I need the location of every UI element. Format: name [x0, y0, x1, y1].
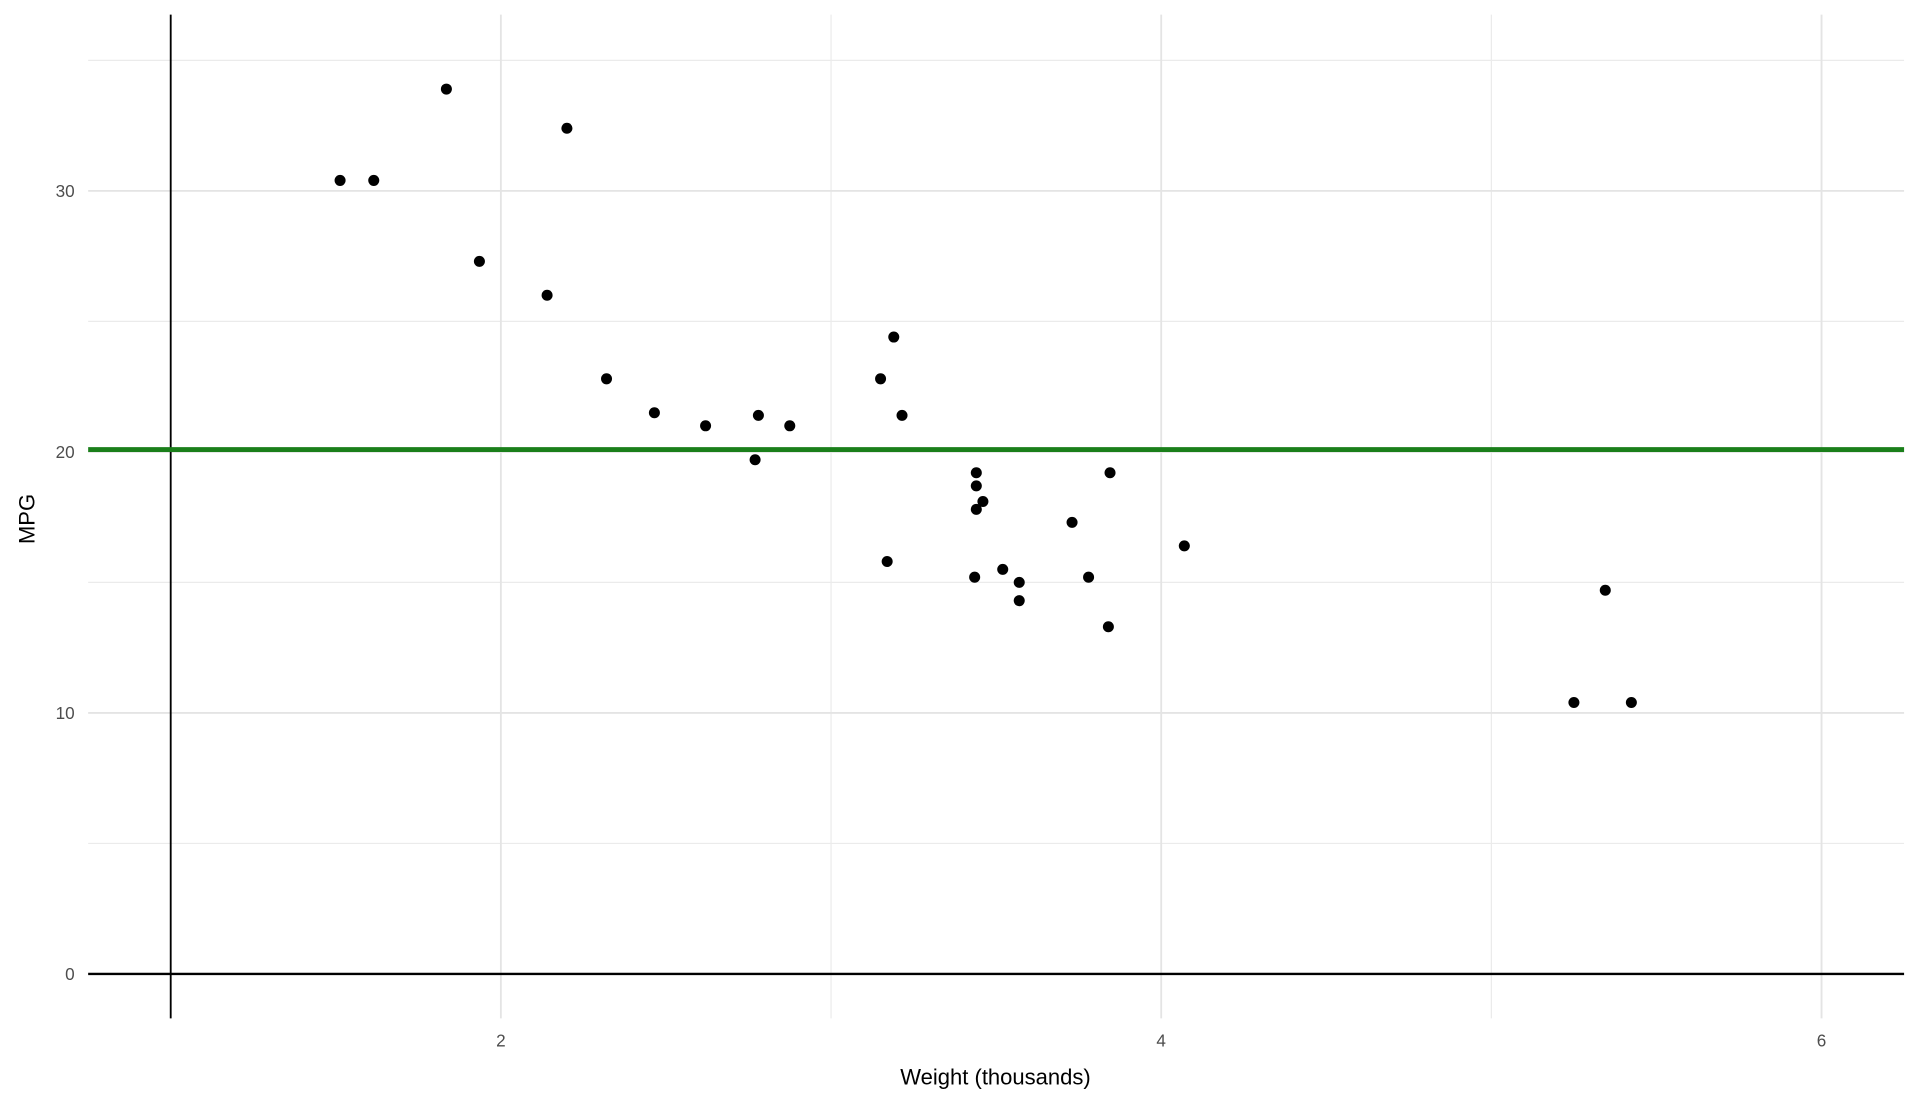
data-point: [749, 454, 761, 466]
y-tick-label: 0: [65, 964, 75, 984]
data-point: [541, 289, 553, 301]
data-point: [1013, 595, 1025, 607]
y-axis-label: MPG: [14, 494, 39, 544]
data-point: [1013, 576, 1025, 588]
data-points: [334, 83, 1637, 708]
tick-labels: 2 4 6 0 10 20 30: [56, 181, 1827, 1050]
data-point: [368, 174, 380, 186]
data-point: [970, 467, 982, 479]
data-point: [561, 122, 573, 134]
y-tick-label: 30: [56, 181, 75, 201]
x-axis-label: Weight (thousands): [900, 1064, 1091, 1089]
data-point: [648, 407, 660, 419]
data-point: [977, 495, 989, 508]
data-point: [601, 373, 613, 385]
y-tick-label: 10: [56, 703, 75, 723]
data-point: [997, 563, 1009, 575]
data-point: [970, 480, 982, 492]
data-point: [888, 331, 900, 343]
x-tick-label: 4: [1156, 1030, 1166, 1050]
grid-lines: [88, 14, 1905, 1019]
data-point: [1104, 467, 1116, 479]
data-point: [970, 503, 982, 515]
data-point: [1178, 540, 1190, 552]
data-point: [1599, 584, 1611, 596]
data-point: [875, 373, 887, 385]
data-point: [1083, 571, 1095, 583]
data-point: [473, 255, 485, 267]
data-point: [1625, 696, 1637, 708]
data-point: [1102, 621, 1114, 633]
x-tick-label: 2: [496, 1030, 506, 1050]
x-tick-label: 6: [1817, 1030, 1827, 1050]
data-point: [752, 409, 764, 421]
data-point: [896, 409, 908, 421]
data-point: [881, 556, 893, 568]
data-point: [784, 420, 796, 432]
data-point: [1066, 516, 1078, 528]
y-tick-label: 20: [56, 442, 75, 462]
data-point: [969, 571, 981, 583]
data-point: [700, 420, 712, 432]
reference-lines: [88, 14, 1905, 1019]
data-point: [440, 83, 452, 95]
data-point: [1568, 696, 1580, 708]
data-point: [334, 174, 346, 186]
